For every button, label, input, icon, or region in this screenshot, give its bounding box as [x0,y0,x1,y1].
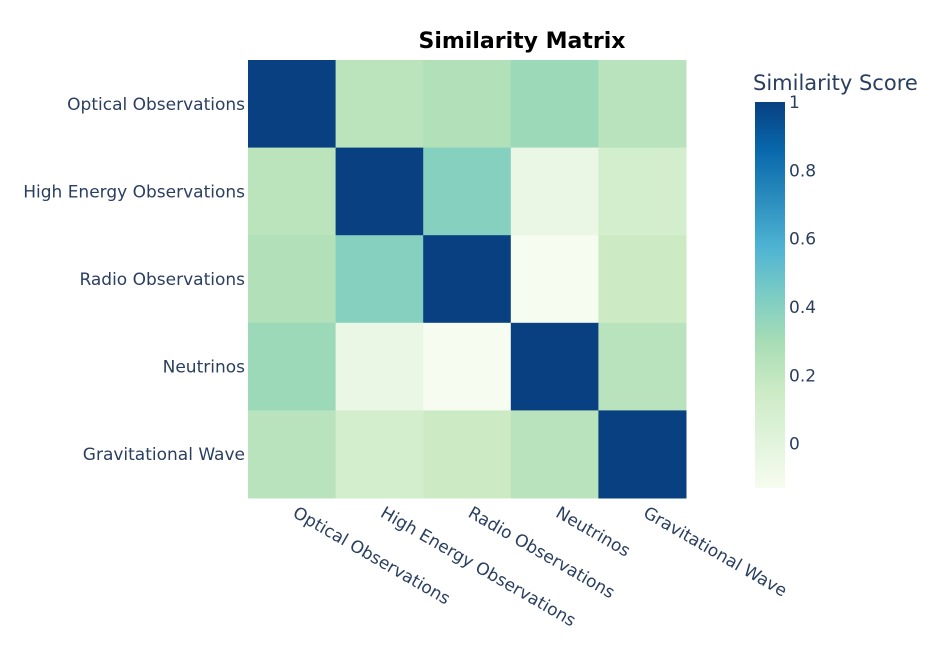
heatmap-cell-gravitational-wave-radio-observations[interactable] [423,410,512,499]
y-tick-label-radio-observations: Radio Observations [79,270,245,290]
heatmap-cell-gravitational-wave-optical-observations[interactable] [248,410,337,499]
heatmap-cell-radio-observations-neutrinos[interactable] [510,235,599,324]
heatmap-cell-gravitational-wave-neutrinos[interactable] [510,410,599,499]
heatmap-cell-optical-observations-neutrinos[interactable] [510,60,599,149]
colorbar-tick-labels: 0 0.2 0.4 0.6 0.8 1 [789,93,816,455]
y-axis-tick-labels: Optical Observations High Energy Observat… [23,95,245,465]
y-tick-label-gravitational-wave: Gravitational Wave [83,445,245,465]
heatmap-cell-optical-observations-optical-observations[interactable] [248,60,337,149]
heatmap-cell-neutrinos-high-energy-observations[interactable] [335,322,424,411]
heatmap-cell-neutrinos-neutrinos[interactable] [510,322,599,411]
heatmap-cell-neutrinos-optical-observations[interactable] [248,322,337,411]
colorbar: Similarity Score 0 0.2 0.4 0.6 0.8 1 [753,71,918,488]
heatmap-cell-neutrinos-radio-observations[interactable] [423,322,512,411]
colorbar-tick-0-2: 0.2 [789,366,816,386]
colorbar-tick-1: 1 [789,93,800,113]
chart-title: Similarity Matrix [419,29,626,54]
heatmap-cell-optical-observations-radio-observations[interactable] [423,60,512,149]
heatmap-cell-optical-observations-high-energy-observations[interactable] [335,60,424,149]
colorbar-title: Similarity Score [753,71,918,95]
heatmap-cell-radio-observations-high-energy-observations[interactable] [335,235,424,324]
y-tick-label-optical-observations: Optical Observations [67,95,245,115]
heatmap-cell-radio-observations-gravitational-wave[interactable] [598,235,687,324]
heatmap-cell-high-energy-observations-gravitational-wave[interactable] [598,147,687,236]
y-tick-label-high-energy-observations: High Energy Observations [23,182,245,202]
heatmap-cell-optical-observations-gravitational-wave[interactable] [598,60,687,149]
colorbar-tick-0-8: 0.8 [789,161,816,181]
x-tick-label-optical-observations: Optical Observations [289,503,453,609]
colorbar-tick-0-6: 0.6 [789,230,816,250]
heatmap-cell-high-energy-observations-radio-observations[interactable] [423,147,512,236]
colorbar-gradient [755,102,785,488]
heatmap-cell-radio-observations-radio-observations[interactable] [423,235,512,324]
colorbar-tick-0-4: 0.4 [789,298,816,318]
heatmap-cell-high-energy-observations-neutrinos[interactable] [510,147,599,236]
heatmap-cell-gravitational-wave-high-energy-observations[interactable] [335,410,424,499]
heatmap-cell-neutrinos-gravitational-wave[interactable] [598,322,687,411]
heatmap-cell-high-energy-observations-high-energy-observations[interactable] [335,147,424,236]
y-tick-label-neutrinos: Neutrinos [163,358,246,378]
colorbar-tick-0: 0 [789,435,800,455]
heatmap-cell-radio-observations-optical-observations[interactable] [248,235,337,324]
x-tick-label-neutrinos: Neutrinos [552,503,633,562]
heatmap-cell-high-energy-observations-optical-observations[interactable] [248,147,337,236]
x-tick-label-gravitational-wave: Gravitational Wave [640,503,790,601]
heatmap-cell-gravitational-wave-gravitational-wave[interactable] [598,410,687,499]
heatmap-cells [248,60,687,499]
x-tick-label-radio-observations: Radio Observations [465,503,618,603]
